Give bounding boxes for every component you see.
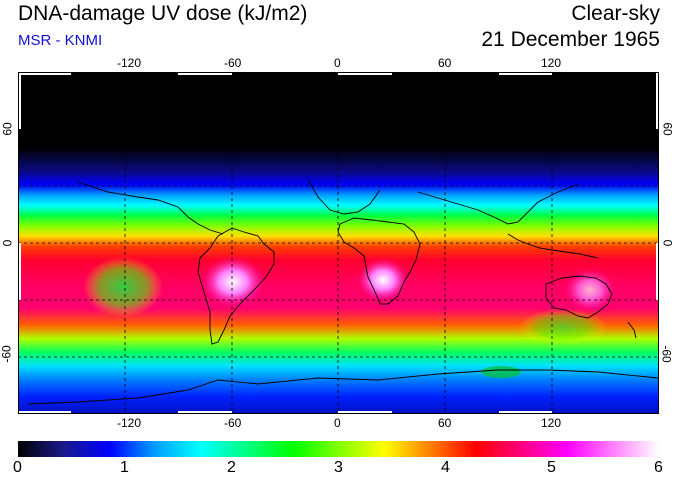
coast-maritime-asia bbox=[507, 233, 599, 259]
uv-dose-map bbox=[18, 72, 659, 414]
lon-tick-top-120: 120 bbox=[541, 56, 562, 70]
frame-bottom-white-2 bbox=[178, 411, 232, 414]
grid-lines bbox=[18, 72, 659, 414]
cool-patch-indian-ocean bbox=[518, 309, 608, 345]
lat-tick-right-minus60: -60 bbox=[659, 345, 674, 363]
frame-bottom-white-4 bbox=[499, 411, 552, 414]
hot-spot-australia bbox=[564, 268, 616, 312]
frame-left-white-2 bbox=[18, 243, 21, 300]
lon-tick-top-0: 0 bbox=[334, 56, 341, 70]
coast-africa bbox=[337, 217, 421, 305]
colorbar-tick-4: 4 bbox=[441, 459, 450, 476]
lon-tick-bottom-minus60: -60 bbox=[224, 416, 242, 430]
frame-right-white-2 bbox=[656, 243, 659, 300]
coast-north-america bbox=[77, 181, 224, 235]
frame-top-white-3 bbox=[338, 72, 392, 75]
frame-top-white-1 bbox=[18, 72, 71, 75]
frame-outline bbox=[18, 72, 659, 414]
frame-top-white-4 bbox=[499, 72, 552, 75]
colorbar-tick-2: 2 bbox=[227, 459, 236, 476]
colorbar-gradient bbox=[18, 441, 659, 457]
map-frame bbox=[18, 72, 659, 414]
colorbar-tick-0: 0 bbox=[13, 459, 22, 476]
lon-tick-bottom-minus120: -120 bbox=[117, 416, 142, 430]
coast-new-zealand bbox=[627, 321, 637, 339]
frame-left-white-1 bbox=[18, 72, 21, 129]
sky-condition-label: Clear-sky bbox=[571, 2, 660, 25]
lon-tick-top-60: 60 bbox=[438, 56, 452, 70]
date-label: 21 December 1965 bbox=[481, 28, 660, 51]
frame-bottom-white-1 bbox=[18, 411, 71, 414]
lat-tick-left-60: 60 bbox=[0, 122, 15, 136]
lat-tick-right-60: 60 bbox=[660, 122, 675, 136]
lon-tick-bottom-60: 60 bbox=[438, 416, 452, 430]
colorbar-tick-5: 5 bbox=[547, 459, 556, 476]
green-patch-antarctica bbox=[481, 366, 521, 378]
hot-spot-africa bbox=[357, 258, 409, 302]
coast-antarctica bbox=[27, 369, 659, 405]
colorbar-tick-6: 6 bbox=[654, 459, 663, 476]
lat-tick-left-minus60: -60 bbox=[0, 345, 14, 363]
cool-patch-pacific bbox=[83, 257, 163, 317]
lon-tick-bottom-120: 120 bbox=[541, 416, 562, 430]
coastlines bbox=[27, 179, 659, 405]
frame-top-white-2 bbox=[178, 72, 232, 75]
coast-asia bbox=[417, 183, 579, 225]
lon-tick-top-minus120: -120 bbox=[117, 56, 142, 70]
source-label: MSR - KNMI bbox=[18, 32, 103, 49]
colorbar bbox=[18, 441, 659, 457]
frame-right-white-1 bbox=[656, 72, 659, 129]
chart-title: DNA-damage UV dose (kJ/m2) bbox=[18, 2, 308, 25]
lon-tick-bottom-0: 0 bbox=[334, 416, 341, 430]
lat-tick-right-0: 0 bbox=[660, 239, 675, 247]
frame-bottom-white-3 bbox=[338, 411, 392, 414]
colorbar-tick-3: 3 bbox=[334, 459, 343, 476]
coast-south-america bbox=[197, 227, 275, 345]
coast-europe bbox=[307, 179, 381, 215]
lon-tick-top-minus60: -60 bbox=[224, 56, 242, 70]
colorbar-tick-1: 1 bbox=[120, 459, 129, 476]
lat-tick-left-0: 0 bbox=[0, 239, 15, 247]
coast-australia bbox=[545, 275, 613, 319]
